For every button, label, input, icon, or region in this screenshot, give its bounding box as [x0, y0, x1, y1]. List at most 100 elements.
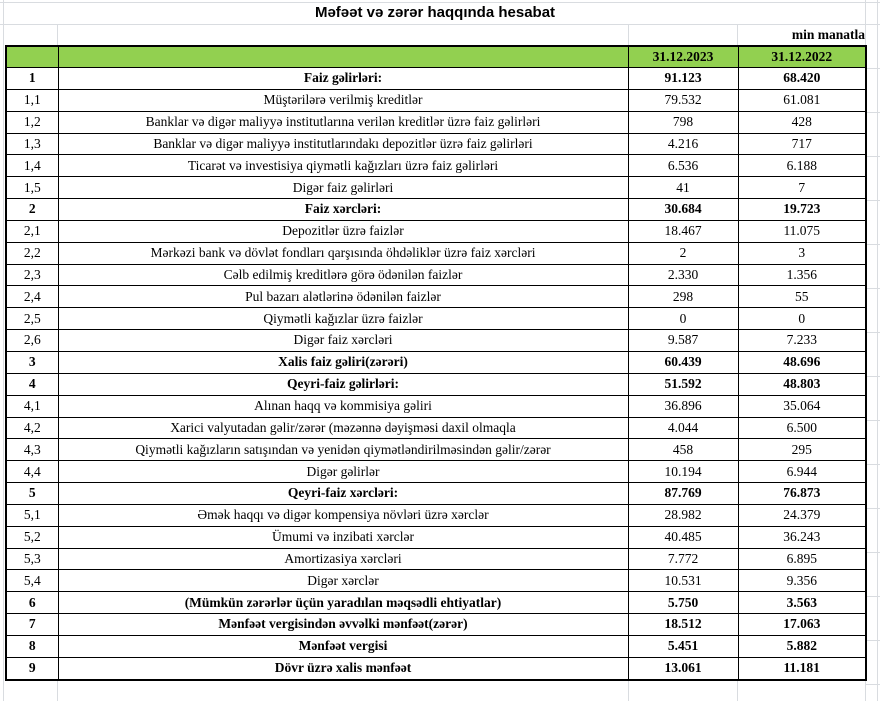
table-row: 1,4 Ticarət və investisiya qiymətli kağız… [5, 154, 867, 178]
value-2022: 1.356 [737, 263, 867, 287]
row-number: 4,2 [5, 416, 59, 440]
value-2022: 24.379 [737, 503, 867, 527]
row-label: Əmək haqqı və digər kompensiya növləri ü… [57, 503, 629, 527]
value-2022: 36.243 [737, 525, 867, 549]
row-number: 2,5 [5, 307, 59, 331]
row-number: 4,4 [5, 460, 59, 484]
header-label-cell [57, 45, 629, 68]
row-label: Depozitlər üzrə faizlər [57, 219, 629, 243]
value-2022: 48.696 [737, 350, 867, 374]
row-number: 2,3 [5, 263, 59, 287]
row-number: 4,1 [5, 394, 59, 418]
gridline [865, 288, 880, 289]
row-number: 9 [5, 656, 59, 681]
gridline [865, 156, 880, 157]
table-row: 6 (Mümkün zərərlər üçün yaradılan məqsədl… [5, 591, 867, 615]
gridline [865, 200, 880, 201]
table-row: 2,3 Cəlb edilmiş kreditlərə görə ödənilən… [5, 263, 867, 287]
table-row: 2,2 Mərkəzi bank və dövlət fondları qarşı… [5, 241, 867, 265]
value-2023: 5.451 [627, 634, 739, 658]
value-2023: 41 [627, 176, 739, 200]
table-row: 1,1 Müştərilərə verilmiş kreditlər 79.532 6… [5, 88, 867, 112]
table-row: 9 Dövr üzrə xalis mənfəət 13.061 11.181 [5, 656, 867, 681]
value-2022: 35.064 [737, 394, 867, 418]
value-2023: 5.750 [627, 591, 739, 615]
row-number: 7 [5, 613, 59, 636]
value-2022: 3 [737, 241, 867, 265]
value-2022: 55 [737, 285, 867, 309]
unit-note: min manatla [791, 27, 865, 42]
profit-loss-table: 31.12.2023 31.12.2022 1 Faiz gəlirləri: 91… [5, 45, 867, 681]
gridline [877, 0, 878, 701]
row-label: Ticarət və investisiya qiymətli kağızlar… [57, 154, 629, 178]
value-2022: 68.420 [737, 67, 867, 90]
table-row: 2 Faiz xərcləri: 30.684 19.723 [5, 198, 867, 221]
value-2022: 7 [737, 176, 867, 200]
gridline [865, 552, 880, 553]
gridline [0, 2, 880, 3]
row-label: Amortizasiya xərcləri [57, 547, 629, 571]
table-row: 5,1 Əmək haqqı və digər kompensiya növlər… [5, 503, 867, 527]
row-label: Xalis faiz gəliri(zərəri) [57, 350, 629, 374]
value-2023: 91.123 [627, 67, 739, 90]
row-label: Cəlb edilmiş kreditlərə görə ödənilən fa… [57, 263, 629, 287]
row-number: 5,2 [5, 525, 59, 549]
row-number: 2 [5, 198, 59, 221]
table-row: 1,3 Banklar və digər maliyyə institutları… [5, 132, 867, 156]
table-body: 1 Faiz gəlirləri: 91.123 68.420 1,1 Müştərilə… [5, 67, 867, 681]
table-row: 5 Qeyri-faiz xərcləri: 87.769 76.873 [5, 482, 867, 505]
value-2022: 717 [737, 132, 867, 156]
value-2023: 79.532 [627, 88, 739, 112]
row-label: Mənfəət vergisindən əvvəlki mənfəət(zərə… [57, 613, 629, 636]
header-col-2023: 31.12.2023 [627, 45, 739, 68]
header-col-2022: 31.12.2022 [737, 45, 867, 68]
row-label: Dövr üzrə xalis mənfəət [57, 656, 629, 681]
row-number: 8 [5, 634, 59, 658]
value-2023: 28.982 [627, 503, 739, 527]
row-label: Digər gəlirlər [57, 460, 629, 484]
value-2022: 295 [737, 438, 867, 462]
row-label: Banklar və digər maliyyə institutlarında… [57, 132, 629, 156]
table-row: 2,6 Digər faiz xərcləri 9.587 7.233 [5, 329, 867, 352]
row-number: 6 [5, 591, 59, 615]
gridline [865, 596, 880, 597]
row-number: 5,4 [5, 569, 59, 593]
row-number: 4,3 [5, 438, 59, 462]
value-2023: 18.512 [627, 613, 739, 636]
value-2023: 36.896 [627, 394, 739, 418]
row-number: 2,4 [5, 285, 59, 309]
row-number: 1,4 [5, 154, 59, 178]
row-label: Ümumi və inzibati xərclər [57, 525, 629, 549]
row-label: Digər faiz xərcləri [57, 329, 629, 352]
row-number: 4 [5, 372, 59, 396]
table-row: 2,1 Depozitlər üzrə faizlər 18.467 11.075 [5, 219, 867, 243]
row-label: Qeyri-faiz gəlirləri: [57, 372, 629, 396]
row-number: 1,2 [5, 110, 59, 134]
table-row: 5,4 Digər xərclər 10.531 9.356 [5, 569, 867, 593]
gridline [865, 640, 880, 641]
value-2022: 11.075 [737, 219, 867, 243]
row-label: Faiz gəlirləri: [57, 67, 629, 90]
gridline [865, 68, 880, 69]
row-number: 1,5 [5, 176, 59, 200]
row-label: Qeyri-faiz xərcləri: [57, 482, 629, 505]
value-2023: 18.467 [627, 219, 739, 243]
row-label: Pul bazarı alətlərinə ödənilən faizlər [57, 285, 629, 309]
row-label: Digər faiz gəlirləri [57, 176, 629, 200]
value-2023: 51.592 [627, 372, 739, 396]
row-number: 1,3 [5, 132, 59, 156]
value-2022: 0 [737, 307, 867, 331]
table-row: 7 Mənfəət vergisindən əvvəlki mənfəət(zər… [5, 613, 867, 636]
value-2023: 13.061 [627, 656, 739, 681]
table-row: 1,5 Digər faiz gəlirləri 41 7 [5, 176, 867, 200]
row-label: Digər xərclər [57, 569, 629, 593]
value-2023: 798 [627, 110, 739, 134]
value-2023: 4.044 [627, 416, 739, 440]
value-2022: 7.233 [737, 329, 867, 352]
value-2022: 61.081 [737, 88, 867, 112]
value-2022: 19.723 [737, 198, 867, 221]
table-row: 4,3 Qiymətli kağızların satışından və yen… [5, 438, 867, 462]
gridline [865, 420, 880, 421]
value-2022: 48.803 [737, 372, 867, 396]
